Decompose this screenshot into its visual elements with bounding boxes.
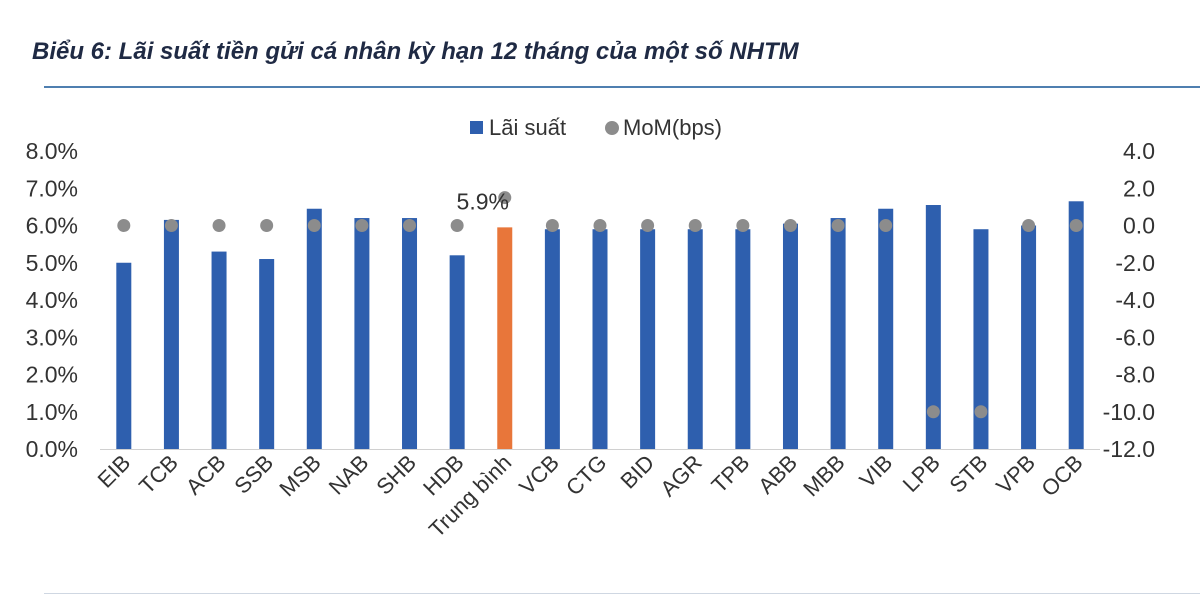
bar-agr: [687, 229, 703, 449]
mom-point-ocb: [1069, 219, 1083, 232]
mom-point-tcb: [164, 219, 178, 232]
x-tick-label-nab: NAB: [324, 450, 374, 500]
x-tick-label-stb: STB: [945, 450, 993, 498]
x-tick-label-ocb: OCB: [1036, 450, 1087, 501]
mom-point-lpb: [926, 405, 940, 419]
y-right-tick-label: -10.0: [1103, 399, 1155, 425]
mom-point-mbb: [831, 219, 845, 232]
mom-point-eib: [117, 219, 131, 232]
x-tick-label-agr: AGR: [655, 450, 706, 501]
mom-point-tpb: [736, 219, 750, 232]
y-right-tick-label: -12.0: [1103, 436, 1155, 462]
mom-point-ctg: [593, 219, 607, 232]
chart-title: Biểu 6: Lãi suất tiền gửi cá nhân kỳ hạn…: [32, 38, 799, 65]
bar-ssb: [259, 259, 275, 449]
mom-point-ssb: [260, 219, 274, 232]
mom-point-trung-binh: [498, 191, 512, 205]
y-left-tick-label: 8.0%: [26, 138, 78, 164]
y-left-tick-label: 7.0%: [26, 175, 78, 201]
bar-eib: [116, 262, 132, 449]
bar-mbb: [830, 218, 846, 449]
mom-point-msb: [307, 219, 321, 232]
bar-tcb: [163, 219, 179, 449]
x-tick-label-vcb: VCB: [514, 450, 564, 500]
bottom-divider: [44, 593, 1200, 594]
x-tick-label-msb: MSB: [274, 450, 325, 501]
y-right-tick-label: -8.0: [1115, 362, 1155, 388]
mom-point-vpb: [1022, 219, 1036, 232]
x-tick-label-eib: EIB: [93, 450, 136, 493]
legend-swatch-mom: [605, 121, 619, 135]
y-right-tick-label: 4.0: [1123, 138, 1155, 164]
bar-acb: [211, 251, 227, 449]
bar-ocb: [1068, 201, 1084, 449]
y-right-tick-label: 2.0: [1123, 175, 1155, 201]
mom-point-vcb: [545, 219, 559, 232]
mom-point-bid: [641, 219, 655, 232]
bar-abb: [782, 223, 798, 449]
bar-vib: [878, 208, 894, 449]
y-left-tick-label: 2.0%: [26, 362, 78, 388]
y-left-tick-label: 4.0%: [26, 287, 78, 313]
y-left-tick-label: 0.0%: [26, 436, 78, 462]
x-tick-label-bid: BID: [616, 450, 660, 494]
bar-stb: [973, 229, 989, 449]
bar-bid: [640, 229, 656, 449]
mom-point-agr: [688, 219, 702, 232]
x-tick-label-acb: ACB: [181, 450, 231, 500]
x-tick-label-vib: VIB: [854, 450, 897, 493]
x-tick-label-ctg: CTG: [561, 450, 612, 501]
bar-vpb: [1021, 225, 1037, 449]
y-right-tick-label: 0.0: [1123, 213, 1155, 239]
bar-vcb: [544, 229, 560, 449]
bar-shb: [402, 218, 418, 449]
bar-tpb: [735, 229, 751, 449]
legend-label-mom: MoM(bps): [623, 115, 722, 140]
x-tick-label-vpb: VPB: [991, 450, 1040, 499]
x-tick-label-abb: ABB: [753, 450, 802, 499]
mom-point-nab: [355, 219, 369, 232]
bar-trung-binh: [497, 227, 513, 449]
x-tick-label-lpb: LPB: [898, 450, 945, 497]
y-left-tick-label: 5.0%: [26, 250, 78, 276]
data-label-trung-binh: 5.9%: [457, 188, 509, 214]
bar-nab: [354, 218, 370, 449]
x-tick-label-tpb: TPB: [706, 450, 754, 498]
x-tick-label-ssb: SSB: [229, 450, 278, 499]
mom-point-shb: [403, 219, 417, 232]
mom-point-acb: [212, 219, 226, 232]
title-divider: [44, 86, 1200, 88]
mom-point-stb: [974, 405, 988, 419]
y-left-tick-label: 1.0%: [26, 399, 78, 425]
bar-ctg: [592, 229, 608, 449]
bar-lpb: [925, 205, 941, 449]
bar-msb: [306, 208, 322, 449]
legend-label-lai-suat: Lãi suất: [489, 115, 566, 140]
y-left-tick-label: 6.0%: [26, 213, 78, 239]
bar-hdb: [449, 255, 465, 449]
y-right-tick-label: -6.0: [1115, 324, 1155, 350]
y-right-tick-label: -2.0: [1115, 250, 1155, 276]
mom-point-vib: [879, 219, 893, 232]
mom-point-hdb: [450, 219, 464, 232]
x-tick-label-tcb: TCB: [134, 450, 183, 499]
y-left-tick-label: 3.0%: [26, 324, 78, 350]
x-tick-label-mbb: MBB: [798, 450, 849, 501]
legend-swatch-lai-suat: [470, 121, 483, 134]
x-tick-label-shb: SHB: [371, 450, 421, 500]
y-right-tick-label: -4.0: [1115, 287, 1155, 313]
mom-point-abb: [783, 219, 797, 232]
